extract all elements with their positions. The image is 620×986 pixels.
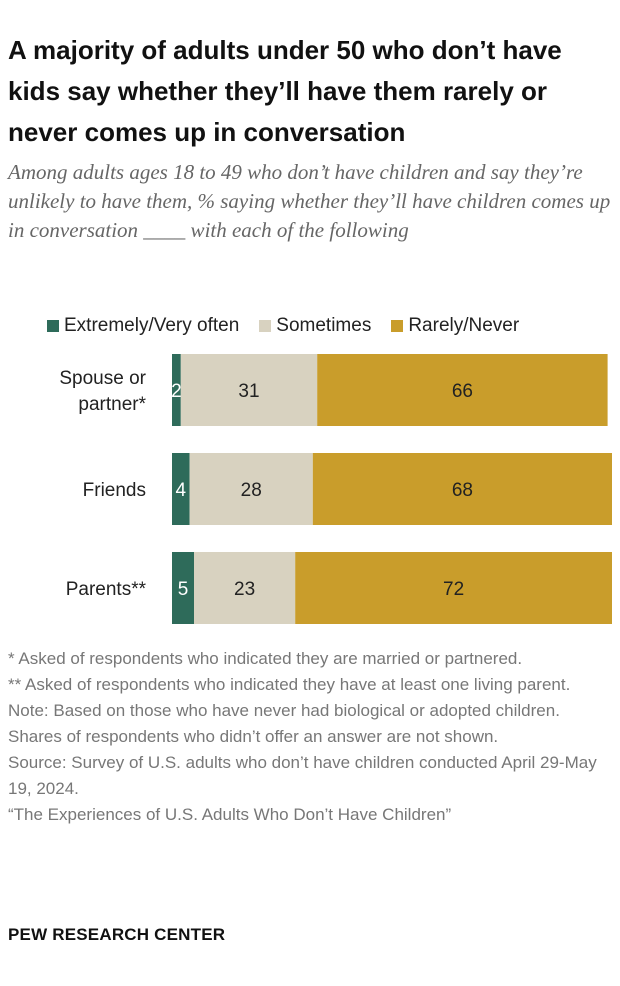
bar-friends-rarely-never (312, 453, 612, 525)
data-label-parents-extremely-very-often: 5 (178, 579, 189, 600)
bar-spouse-or-partner-rarely-never (317, 354, 608, 426)
data-label-parents-sometimes: 23 (234, 579, 255, 600)
note: Note: Based on those who have never had … (8, 701, 560, 746)
data-label-friends-extremely-very-often: 4 (176, 480, 187, 501)
legend-swatch-rarely-never (391, 320, 404, 332)
legend-item-sometimes: Sometimes (259, 315, 371, 337)
category-label-friends: Friends (83, 480, 146, 501)
data-label-spouse-or-partner-rarely-never: 66 (452, 381, 473, 402)
category-label-parents: Parents** (66, 579, 147, 600)
bar-friends-sometimes (189, 453, 313, 525)
data-label-friends-sometimes: 28 (241, 480, 262, 501)
legend-item-very-often: Extremely/Very often (47, 315, 239, 337)
category-label-spouse-or-partner: Spouse or partner* (59, 368, 146, 415)
legend-swatch-very-often (47, 320, 59, 332)
data-label-spouse-or-partner-extremely-very-often: 2 (171, 381, 182, 402)
footnote-parents: ** Asked of respondents who indicated th… (8, 675, 571, 694)
chart-title: A majority of adults under 50 who don’t … (8, 35, 562, 147)
data-label-parents-rarely-never: 72 (443, 579, 464, 600)
legend: Extremely/Very often Sometimes Rarely/Ne… (47, 313, 519, 339)
bar-friends-extremely-very-often (172, 453, 190, 525)
legend-label-very-often: Extremely/Very often (64, 315, 240, 336)
legend-label-sometimes: Sometimes (276, 315, 372, 336)
data-label-spouse-or-partner-sometimes: 31 (238, 381, 259, 402)
chart-subtitle: Among adults ages 18 to 49 who don’t hav… (8, 160, 611, 242)
source: Source: Survey of U.S. adults who don’t … (8, 753, 597, 798)
legend-swatch-sometimes (259, 320, 272, 332)
bar-parents-rarely-never (295, 552, 612, 624)
legend-item-rarely-never: Rarely/Never (391, 315, 519, 337)
stacked-bar-chart: Spouse or partner* 2 31 66 Friends 4 28 68 Parent… (59, 354, 612, 624)
footnotes: * Asked of respondents who indicated the… (8, 646, 616, 828)
data-label-friends-rarely-never: 68 (452, 480, 473, 501)
footnote-spouse: * Asked of respondents who indicated the… (8, 649, 523, 668)
report-title: “The Experiences of U.S. Adults Who Don’… (8, 805, 452, 824)
bar-spouse-or-partner-sometimes (180, 354, 318, 426)
bar-parents-sometimes (194, 552, 296, 624)
brand-logo-text: PEW RESEARCH CENTER (8, 925, 226, 944)
bar-spouse-or-partner-extremely-very-often (172, 354, 181, 426)
legend-label-rarely-never: Rarely/Never (408, 315, 520, 336)
bar-parents-extremely-very-often (172, 552, 194, 624)
